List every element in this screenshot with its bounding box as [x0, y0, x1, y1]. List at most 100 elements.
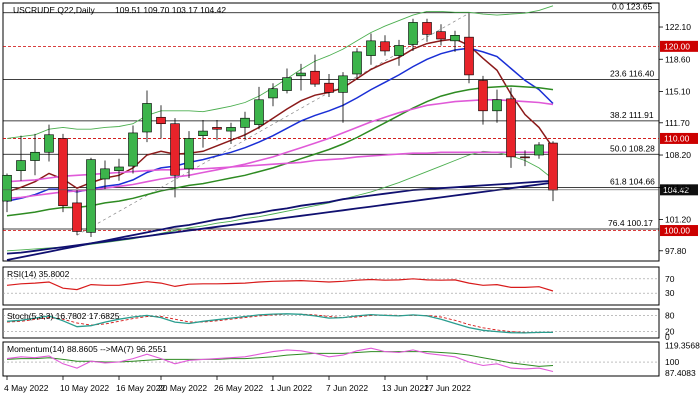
bearish-candle — [310, 54, 320, 87]
date-axis-label: 16 May 2022 — [116, 383, 165, 393]
bullish-candle — [352, 48, 362, 80]
momentum-line — [6, 347, 554, 373]
rsi-axis-label: 70 — [665, 274, 675, 284]
bullish-candle — [44, 124, 54, 162]
candle-body — [156, 116, 166, 125]
bearish-candle — [170, 118, 180, 198]
bullish-candle — [198, 120, 208, 148]
ma-pink-line — [6, 99, 554, 200]
axis-layer: 122.10 118.60 115.10 111.70 108.20 104.66 101.… — [4, 22, 700, 393]
candle-body — [30, 151, 40, 161]
bullish-candle — [282, 68, 292, 94]
fib-level-label: 61.8 104.66 — [610, 177, 655, 187]
bearish-candle — [422, 18, 432, 42]
bearish-candle — [506, 87, 516, 168]
price-axis-label: 118.60 — [665, 54, 691, 64]
bullish-candle — [366, 33, 376, 65]
bearish-candle — [436, 24, 446, 46]
bullish-candle — [16, 135, 26, 181]
key-level-label: 110.00 — [664, 134, 690, 144]
fib-level-label: 76.4 100.17 — [608, 218, 653, 228]
fib-level-label: 50.0 108.28 — [610, 143, 655, 153]
bullish-candle — [30, 133, 40, 176]
candle-body — [338, 75, 348, 93]
date-axis-label: 4 May 2022 — [4, 383, 49, 393]
candle-body — [450, 35, 460, 42]
momentum-layer — [3, 347, 659, 373]
candle-body — [478, 80, 488, 112]
candle-body — [506, 98, 516, 158]
bullish-candle — [338, 72, 348, 123]
date-axis-label: 17 Jun 2022 — [424, 383, 471, 393]
fib-level-label: 38.2 111.91 — [610, 110, 654, 120]
candle-body — [380, 41, 390, 52]
bullish-candle — [450, 30, 460, 52]
stoch-axis-label: 80 — [665, 310, 675, 320]
ma-long-line — [6, 181, 554, 255]
candle-body — [296, 72, 306, 77]
bearish-candle — [156, 105, 166, 139]
candle-body — [366, 40, 376, 56]
bullish-candle — [184, 131, 194, 179]
candle-body — [44, 134, 54, 153]
momentum-axis-label: 100 — [665, 357, 679, 367]
rsi-line — [6, 278, 554, 292]
rsi-axis-label: 30 — [665, 288, 675, 298]
date-axis-label: 1 Jun 2022 — [270, 383, 312, 393]
ma-slow-line — [6, 85, 554, 217]
candle-body — [86, 159, 96, 233]
date-axis-label: 7 Jun 2022 — [326, 383, 368, 393]
bullish-candle — [268, 83, 278, 107]
bearish-candle — [324, 73, 334, 98]
bearish-candle — [212, 120, 222, 141]
price-panel-frame — [2, 2, 660, 262]
stoch-axis-label: 20 — [665, 327, 675, 337]
price-axis-label: 101.20 — [665, 214, 691, 224]
date-axis-label: 20 May 2022 — [158, 383, 207, 393]
date-axis-label: 13 Jun 2022 — [382, 383, 429, 393]
bullish-candle — [240, 111, 250, 140]
bullish-candle — [296, 63, 306, 91]
bearish-candle — [380, 35, 390, 56]
candle-body — [282, 77, 292, 91]
key-level-box — [660, 40, 698, 52]
bollinger-upper-line — [6, 5, 554, 139]
current-price-label: 104.42 — [663, 185, 689, 195]
price-axis-label: 122.10 — [665, 22, 691, 32]
candle-body — [464, 36, 474, 76]
candle-body — [492, 99, 502, 112]
current-price-box — [660, 184, 698, 196]
chart-ohlc-header: 109.51 109.70 103.17 104.42 — [115, 5, 226, 15]
candle-body — [2, 174, 12, 202]
candle-body — [310, 70, 320, 85]
bearish-candle — [520, 150, 530, 167]
candle-body — [408, 22, 418, 45]
candle-body — [520, 156, 530, 159]
candle-body — [268, 88, 278, 99]
candle-body — [114, 166, 124, 171]
chart-symbol-header: USCRUDE.Q22,Daily — [13, 5, 95, 15]
candle-body — [394, 45, 404, 56]
price-layer: 0.0 123.65 120.00 23.6 116.40 38.2 111.91 11… — [2, 2, 698, 261]
ma-fast-line — [6, 38, 554, 193]
rsi-title: RSI(14) 35.8002 — [7, 269, 70, 279]
candle-body — [128, 132, 138, 167]
candle-body — [100, 168, 110, 180]
candle-body — [254, 99, 264, 125]
fib-level-label: 23.6 116.40 — [610, 69, 655, 79]
price-axis-label: 115.10 — [665, 86, 691, 96]
momentum-title: Momentum(14) 88.8605 -->MA(7) 96.2551 — [7, 344, 167, 354]
ma-pink-line — [6, 151, 553, 183]
bearish-candle — [72, 190, 82, 236]
bearish-candle — [464, 13, 474, 84]
price-axis-label: 108.20 — [665, 150, 691, 160]
candle-body — [198, 130, 208, 136]
date-axis-label: 26 May 2022 — [214, 383, 263, 393]
bullish-candle — [142, 90, 152, 143]
bullish-candle — [254, 86, 264, 130]
bullish-candle — [114, 158, 124, 181]
candle-body — [324, 82, 334, 93]
candle-body — [16, 160, 26, 171]
key-level-label: 100.00 — [664, 226, 690, 236]
